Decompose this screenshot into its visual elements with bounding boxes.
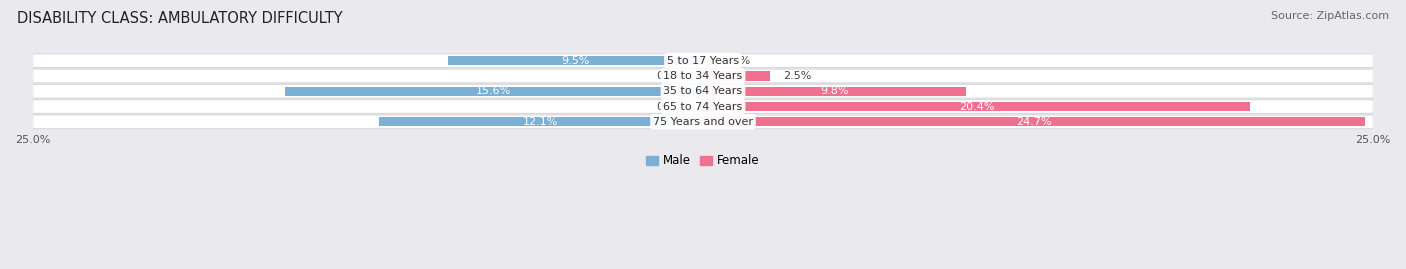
Text: 12.1%: 12.1% — [523, 117, 558, 127]
FancyBboxPatch shape — [32, 84, 1374, 98]
Legend: Male, Female: Male, Female — [641, 150, 765, 172]
Text: 20.4%: 20.4% — [959, 101, 994, 112]
Text: 0.0%: 0.0% — [657, 71, 685, 81]
Text: 65 to 74 Years: 65 to 74 Years — [664, 101, 742, 112]
Bar — [703, 87, 966, 96]
Text: 18 to 34 Years: 18 to 34 Years — [664, 71, 742, 81]
Text: 24.7%: 24.7% — [1017, 117, 1052, 127]
Bar — [449, 56, 703, 65]
Text: 35 to 64 Years: 35 to 64 Years — [664, 86, 742, 96]
Bar — [703, 71, 770, 80]
FancyBboxPatch shape — [32, 115, 1374, 129]
Bar — [689, 102, 703, 111]
Text: 9.8%: 9.8% — [820, 86, 849, 96]
Bar — [285, 87, 703, 96]
FancyBboxPatch shape — [32, 54, 1374, 68]
Bar — [689, 71, 703, 80]
Bar — [703, 56, 717, 65]
Bar — [703, 117, 1365, 126]
FancyBboxPatch shape — [32, 69, 1374, 83]
FancyBboxPatch shape — [32, 100, 1374, 114]
Text: 0.0%: 0.0% — [657, 101, 685, 112]
Text: 9.5%: 9.5% — [561, 56, 591, 66]
Bar — [703, 102, 1250, 111]
Text: 0.0%: 0.0% — [721, 56, 749, 66]
Text: 2.5%: 2.5% — [783, 71, 811, 81]
Text: 5 to 17 Years: 5 to 17 Years — [666, 56, 740, 66]
Bar — [378, 117, 703, 126]
Text: 75 Years and over: 75 Years and over — [652, 117, 754, 127]
Text: DISABILITY CLASS: AMBULATORY DIFFICULTY: DISABILITY CLASS: AMBULATORY DIFFICULTY — [17, 11, 343, 26]
Text: 15.6%: 15.6% — [477, 86, 512, 96]
Text: Source: ZipAtlas.com: Source: ZipAtlas.com — [1271, 11, 1389, 21]
